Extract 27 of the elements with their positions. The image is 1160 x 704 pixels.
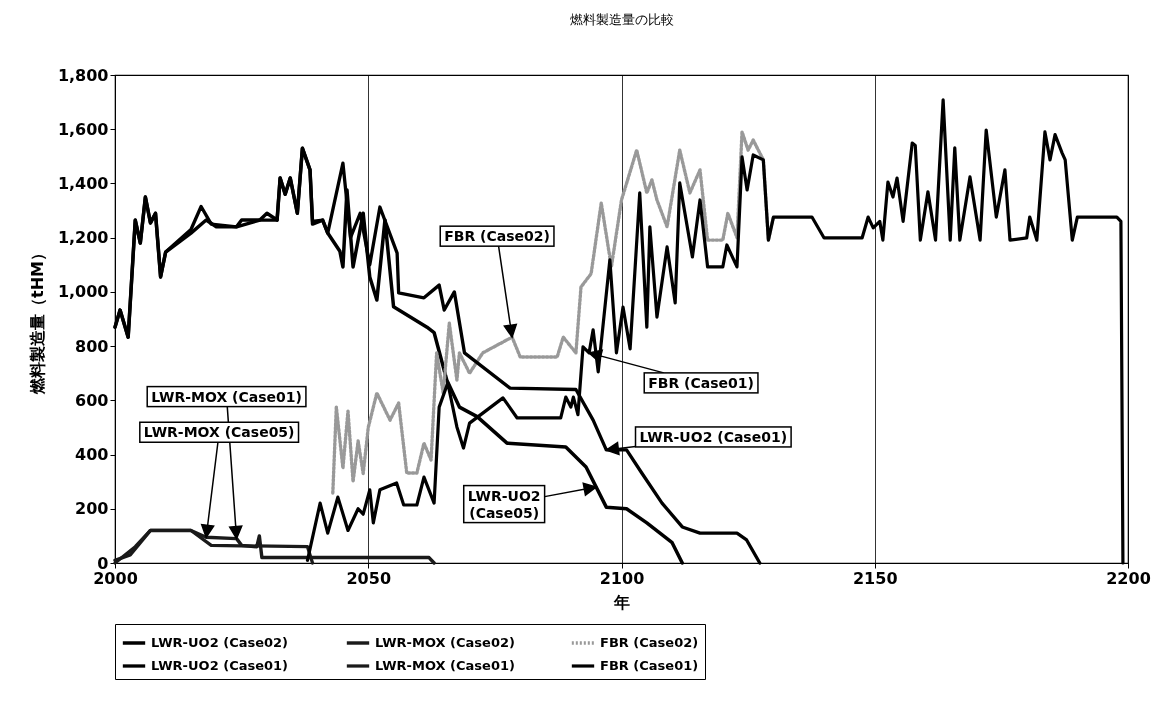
- annotation: LWR-MOX (Case05): [143, 424, 295, 441]
- x-tick-label: 2150: [852, 568, 898, 588]
- chart-title: 燃料製造量の比較: [569, 12, 674, 27]
- y-tick-label: 200: [75, 499, 109, 519]
- y-tick-label: 1,400: [57, 173, 109, 193]
- y-tick-label: 1,600: [57, 119, 109, 139]
- x-tick-label: 2200: [1106, 568, 1151, 588]
- y-axis-title: 燃料製造量（tHM）: [27, 245, 47, 395]
- legend-label: LWR-UO2 (Case02): [151, 635, 289, 650]
- x-tick-label: 2050: [346, 568, 392, 588]
- legend-label: LWR-MOX (Case02): [375, 635, 515, 650]
- annotation: FBR (Case02): [444, 228, 550, 245]
- annotation: FBR (Case01): [648, 374, 754, 391]
- legend-label: FBR (Case01): [600, 658, 699, 673]
- y-tick-label: 800: [75, 336, 109, 356]
- legend-label: LWR-UO2 (Case01): [151, 658, 289, 673]
- y-tick-label: 1,800: [57, 65, 109, 85]
- y-tick-label: 1,000: [57, 282, 109, 302]
- legend-label: FBR (Case02): [600, 635, 699, 650]
- y-tick-label: 600: [75, 390, 109, 410]
- y-tick-label: 400: [75, 445, 109, 465]
- annotation: LWR-UO2 (Case01): [639, 428, 788, 445]
- x-axis-title: 年: [613, 592, 630, 612]
- legend-label: LWR-MOX (Case01): [375, 658, 515, 673]
- x-tick-label: 2100: [599, 568, 645, 588]
- y-tick-label: 1,200: [57, 228, 109, 248]
- annotation: LWR-MOX (Case01): [151, 388, 302, 405]
